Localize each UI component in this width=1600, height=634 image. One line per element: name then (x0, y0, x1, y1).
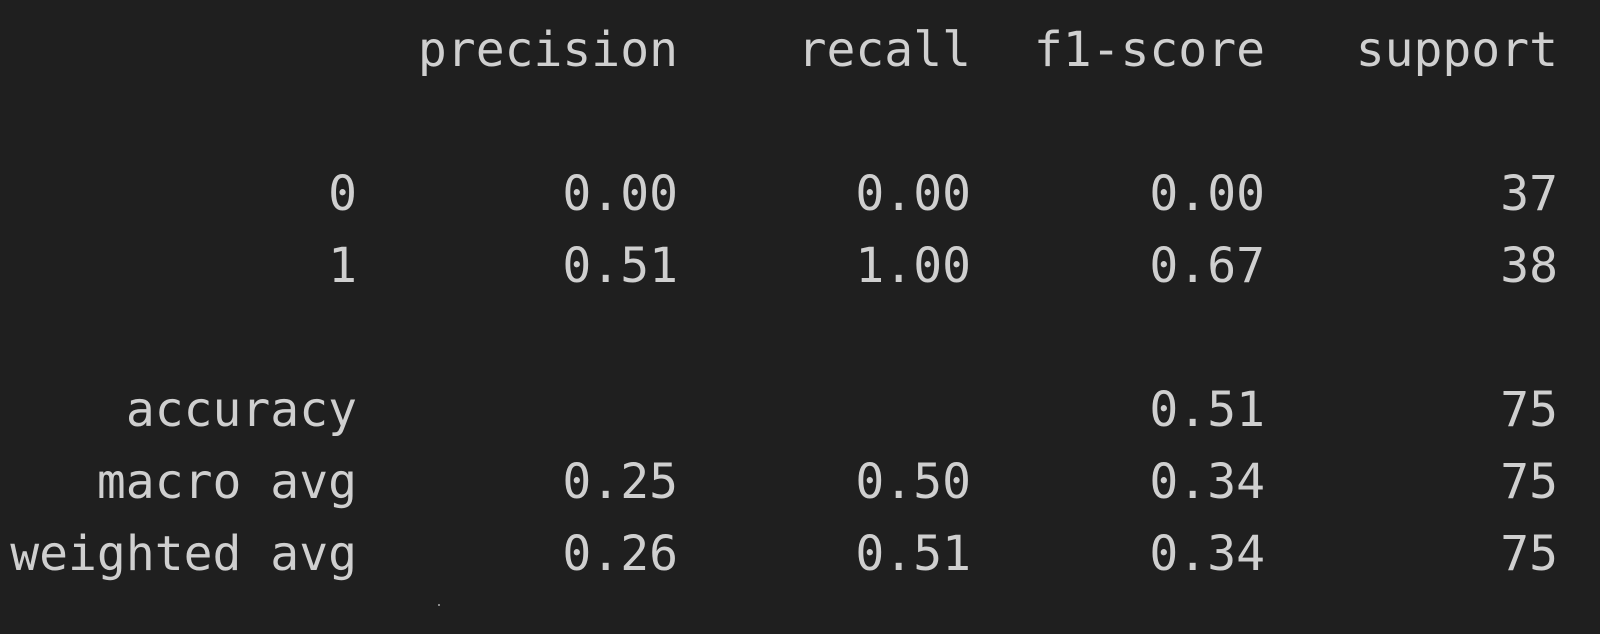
cell-f1-score: 0.00 (1149, 166, 1265, 222)
header-support: support (1355, 22, 1558, 78)
cell-f1-score: 0.34 (1149, 526, 1265, 582)
row-label: 1 (328, 238, 357, 294)
cell-precision: 0.25 (562, 454, 678, 510)
cell-f1-score: 0.34 (1149, 454, 1265, 510)
cell-support: 75 (1500, 454, 1558, 510)
cell-f1-score: 0.51 (1149, 382, 1265, 438)
cell-recall: 0.51 (855, 526, 971, 582)
cell-recall: 0.50 (855, 454, 971, 510)
cell-recall: 1.00 (855, 238, 971, 294)
cell-support: 38 (1500, 238, 1558, 294)
row-label: 0 (328, 166, 357, 222)
header-f1-score: f1-score (1033, 22, 1265, 78)
cell-support: 75 (1500, 526, 1558, 582)
cell-support: 37 (1500, 166, 1558, 222)
row-label: weighted avg (10, 526, 357, 582)
cell-support: 75 (1500, 382, 1558, 438)
header-precision: precision (417, 22, 678, 78)
row-label: accuracy (125, 382, 357, 438)
header-recall: recall (797, 22, 971, 78)
cell-precision: 0.26 (562, 526, 678, 582)
row-label: macro avg (96, 454, 357, 510)
cell-precision: 0.51 (562, 238, 678, 294)
cell-precision: 0.00 (562, 166, 678, 222)
cell-f1-score: 0.67 (1149, 238, 1265, 294)
cell-recall: 0.00 (855, 166, 971, 222)
stray-dot (438, 604, 440, 606)
